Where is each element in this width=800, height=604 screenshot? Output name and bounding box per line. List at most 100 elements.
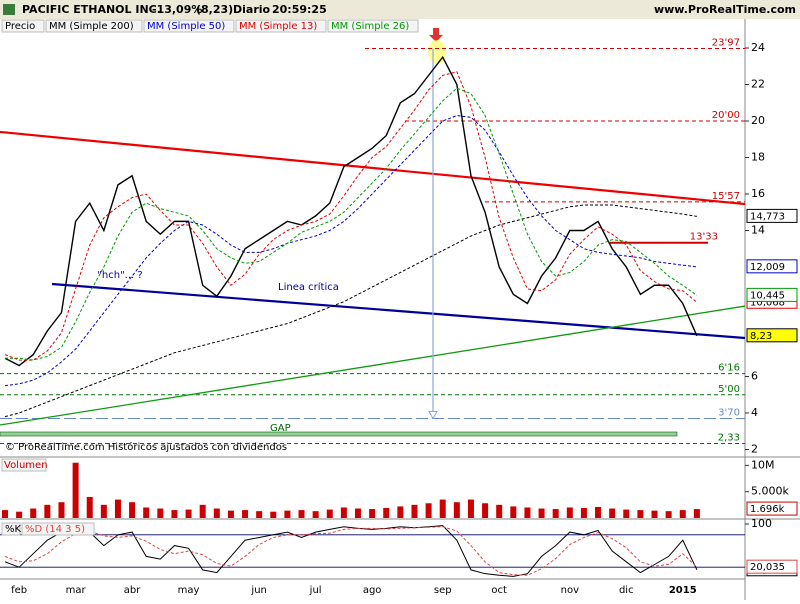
volume-bar <box>100 504 107 518</box>
x-tick-label: ago <box>363 585 382 596</box>
header-icon <box>3 4 15 15</box>
period: Diario <box>233 3 271 16</box>
annotation: "hch"... ? <box>97 270 142 281</box>
volume-bar <box>44 504 51 518</box>
volume-bar <box>679 510 686 518</box>
series-line <box>4 204 697 418</box>
level-label: 13'33 <box>690 232 718 243</box>
x-tick-label: feb <box>11 585 27 596</box>
last-value-label: 10,445 <box>750 290 785 301</box>
trendline <box>51 282 746 340</box>
volume-bar <box>227 510 234 518</box>
time: 20:59:25 <box>272 3 327 16</box>
volume-bar <box>609 508 616 518</box>
legend-entry: %D (14 3 5) <box>25 524 85 535</box>
volume-bar <box>538 508 545 518</box>
volume-bar <box>326 509 333 518</box>
header-bar <box>0 0 800 19</box>
legend-entry: MM (Simple 13) <box>239 21 317 32</box>
volume-bar <box>129 502 136 518</box>
last-value-box <box>746 287 798 302</box>
y-tick-label: 14 <box>751 224 765 237</box>
legend-entry: Precio <box>5 21 35 32</box>
x-tick-label: may <box>178 585 200 596</box>
last-value-box <box>746 559 798 574</box>
volume-bar <box>595 506 602 518</box>
annotation: GAP <box>270 423 291 434</box>
series-line <box>4 526 698 576</box>
change: -13,09% <box>152 3 202 16</box>
volume-bar <box>16 511 23 518</box>
volume-bar <box>270 511 277 518</box>
volume-bar <box>439 499 446 518</box>
x-tick-label: jul <box>309 585 322 596</box>
arrow-head <box>428 410 438 420</box>
series-line <box>4 525 698 577</box>
y-tick-label: 24 <box>751 41 765 54</box>
last-value-box <box>746 328 798 343</box>
volume-bar <box>369 509 376 518</box>
volume-bar <box>524 507 531 518</box>
x-tick-label: 2015 <box>669 585 697 596</box>
legend-box <box>327 19 419 33</box>
volume-bar <box>72 462 79 518</box>
last-value-label: 1.696k <box>750 504 785 515</box>
volume-bar <box>213 508 220 518</box>
y-tick-label: 10M <box>751 458 775 471</box>
volume-bar <box>397 506 404 518</box>
level-label: 20'00 <box>712 110 740 121</box>
volume-bar <box>453 502 460 518</box>
y-tick-label: 2 <box>751 443 758 456</box>
series-line <box>5 87 698 361</box>
trendline <box>0 305 746 426</box>
x-tick-label: oct <box>491 585 507 596</box>
legend-box <box>1 458 47 472</box>
volume-bar <box>185 509 192 518</box>
y-tick-label: 20 <box>751 114 765 127</box>
x-tick-label: abr <box>124 585 141 596</box>
y-tick-label: 18 <box>751 151 765 164</box>
x-tick-label: sep <box>434 585 452 596</box>
last-value-label: 10,068 <box>750 297 785 308</box>
x-tick-label: nov <box>561 585 579 596</box>
volume-bar <box>171 510 178 518</box>
level-label: 6'16 <box>718 363 740 374</box>
volume-bar <box>665 511 672 518</box>
volume-bar <box>566 507 573 518</box>
volume-bar <box>199 504 206 518</box>
volume-bar <box>157 508 164 518</box>
gap-band <box>0 431 678 437</box>
legend-box <box>1 522 21 536</box>
top-highlight <box>428 40 446 64</box>
level-label: 23'97 <box>712 38 740 49</box>
annotation: Linea crítica <box>278 281 339 293</box>
x-tick-label: jun <box>250 585 266 596</box>
last-value-box <box>746 208 798 223</box>
last-value-label: 12,009 <box>750 262 785 273</box>
last-value-box <box>746 501 798 516</box>
volume-bar <box>312 511 319 518</box>
legend-entry: MM (Simple 50) <box>147 21 225 32</box>
volume-bar <box>284 510 291 518</box>
volume-bar <box>651 510 658 518</box>
y-tick-label: 6 <box>751 370 758 383</box>
volume-bar <box>340 507 347 518</box>
legend-box <box>143 19 235 33</box>
volume-bar <box>425 503 432 518</box>
volume-bar <box>411 504 418 518</box>
last-value-label: 14,773 <box>750 211 785 222</box>
x-tick-label: dic <box>619 585 634 596</box>
volume-bar <box>58 502 65 518</box>
volume-bar <box>2 510 8 518</box>
volume-bar <box>143 507 150 518</box>
volume-bar <box>86 496 93 518</box>
legend-box <box>21 522 95 536</box>
volume-bar <box>467 499 474 518</box>
volume-bar <box>242 510 249 518</box>
level-label: 5'00 <box>718 384 740 395</box>
volume-bar <box>383 508 390 518</box>
volume-bar <box>580 508 587 518</box>
y-tick-label: 100 <box>751 517 772 530</box>
volume-bar <box>552 509 559 518</box>
